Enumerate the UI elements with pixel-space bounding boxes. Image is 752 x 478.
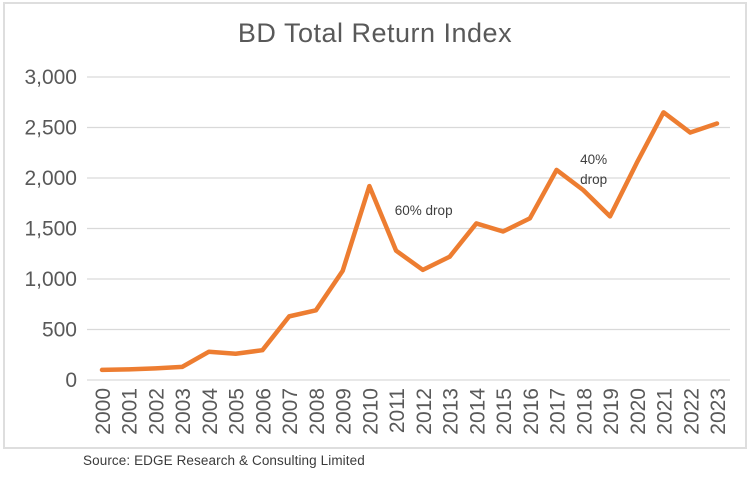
y-tick-label: 500 [42,319,77,342]
chart-title: BD Total Return Index [237,18,513,48]
x-tick-label: 2020 [627,388,650,435]
chart-container: BD Total Return Index 0 500 1,000 1,500 2,00… [3,2,747,449]
y-tick-label: 2,500 [24,117,77,140]
x-tick-label: 2010 [359,388,382,435]
y-tick-label: 0 [65,369,77,392]
x-tick-label: 2002 [145,388,168,435]
x-tick-label: 2009 [333,388,356,435]
x-tick-label: 2008 [306,388,329,435]
x-tick-label: 2011 [386,388,409,433]
x-tick-label: 2012 [413,388,436,435]
y-tick-label: 1,500 [24,218,77,241]
x-tick-label: 2003 [172,388,195,435]
x-tick-label: 2023 [707,388,730,435]
annotation-text: drop [580,172,607,187]
y-tick-label: 1,000 [24,268,77,291]
x-tick-label: 2014 [466,388,489,435]
y-tick-label: 3,000 [24,66,77,89]
x-tick-label: 2021 [654,388,677,435]
x-tick-label: 2000 [92,388,115,435]
x-tick-label: 2016 [520,388,543,435]
x-tick-label: 2019 [600,388,623,435]
x-tick-label: 2004 [199,388,222,435]
x-tick-label: 2022 [680,388,703,435]
x-tick-label: 2001 [119,388,142,435]
y-tick-label: 2,000 [24,167,77,190]
total-return-line [99,110,720,373]
x-tick-label: 2015 [493,388,516,435]
x-tick-label: 2017 [547,388,570,435]
x-tick-label: 2013 [440,388,463,435]
x-tick-label: 2018 [573,388,596,435]
x-tick-label: 2006 [252,388,275,435]
x-tick-label: 2005 [226,388,249,435]
annotation-text: 40% [580,152,607,167]
annotation-text: 60% drop [395,203,453,218]
x-tick-label: 2007 [279,388,302,435]
source-caption: Source: EDGE Research & Consulting Limit… [83,453,365,468]
